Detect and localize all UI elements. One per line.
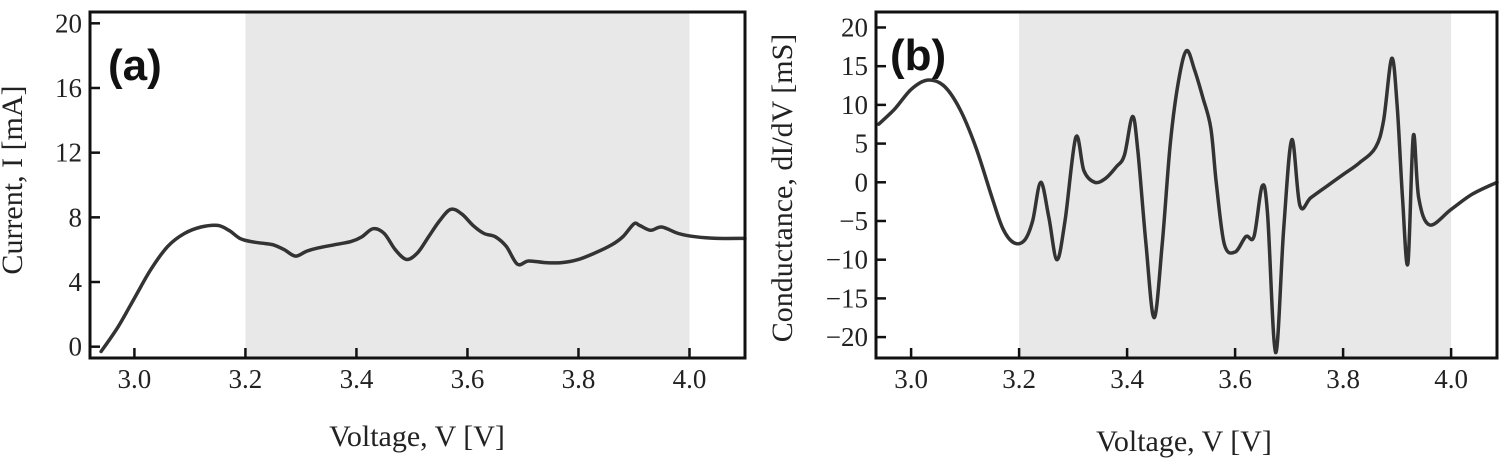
- y-tick-label: 8: [69, 202, 83, 232]
- y-tick-label: 20: [55, 8, 82, 38]
- plot-frame-a: [88, 10, 747, 360]
- y-axis-label-a: Current, I [mA]: [0, 85, 29, 274]
- y-tick-label: 20: [841, 12, 868, 42]
- x-tick-label: 3.0: [118, 364, 152, 394]
- y-tick-label: −15: [826, 283, 868, 313]
- conductance-curve: [876, 48, 1499, 355]
- x-tick-label: 4.0: [1434, 364, 1468, 394]
- y-tick-label: 15: [841, 51, 868, 81]
- y-tick-label: 0: [69, 332, 83, 362]
- shaded-region-b: [1019, 12, 1452, 358]
- x-tick-label: 3.2: [229, 364, 263, 394]
- current-curve: [99, 207, 747, 354]
- shaded-region-a: [245, 12, 690, 358]
- y-tick-label: 4: [69, 267, 83, 297]
- x-tick-label: 3.4: [340, 364, 374, 394]
- y-axis-ticks-b: −20 −15 −10 −5 0 5 10 15 20: [826, 12, 886, 352]
- y-tick-label: −5: [839, 206, 868, 236]
- x-axis-label-b: Voltage, V [V]: [1096, 425, 1272, 458]
- x-tick-label: 3.0: [894, 364, 928, 394]
- y-tick-label: −20: [826, 322, 868, 352]
- panel-label-b: (b): [890, 31, 946, 80]
- plot-frame-b: [874, 10, 1499, 360]
- y-tick-label: 0: [855, 167, 869, 197]
- panel-b: 3.0 3.2 3.4 3.6 3.8 4.0 −20 −15 −10 −5 0 5 10 15 20 (…: [766, 10, 1499, 458]
- panel-label-a: (a): [108, 41, 162, 90]
- x-tick-label: 3.4: [1110, 364, 1144, 394]
- x-tick-label: 3.6: [451, 364, 485, 394]
- y-tick-label: 12: [55, 138, 82, 168]
- y-tick-label: 10: [841, 90, 868, 120]
- x-axis-ticks-a: 3.0 3.2 3.4 3.6 3.8 4.0: [118, 348, 707, 394]
- panel-a: 3.0 3.2 3.4 3.6 3.8 4.0 0 4 8 12 16 20 (a) Voltage…: [0, 8, 747, 453]
- y-axis-label-b: Conductance, dI/dV [mS]: [766, 34, 799, 343]
- y-tick-label: 5: [855, 129, 869, 159]
- x-tick-label: 3.6: [1218, 364, 1252, 394]
- x-axis-label-a: Voltage, V [V]: [329, 420, 505, 453]
- y-tick-label: −10: [826, 245, 868, 275]
- y-tick-label: 16: [55, 73, 82, 103]
- x-tick-label: 3.2: [1002, 364, 1036, 394]
- y-axis-ticks-a: 0 4 8 12 16 20: [55, 8, 100, 362]
- x-tick-label: 3.8: [1326, 364, 1360, 394]
- x-axis-ticks-b: 3.0 3.2 3.4 3.6 3.8 4.0: [894, 348, 1468, 394]
- x-tick-label: 4.0: [673, 364, 707, 394]
- x-tick-label: 3.8: [562, 364, 596, 394]
